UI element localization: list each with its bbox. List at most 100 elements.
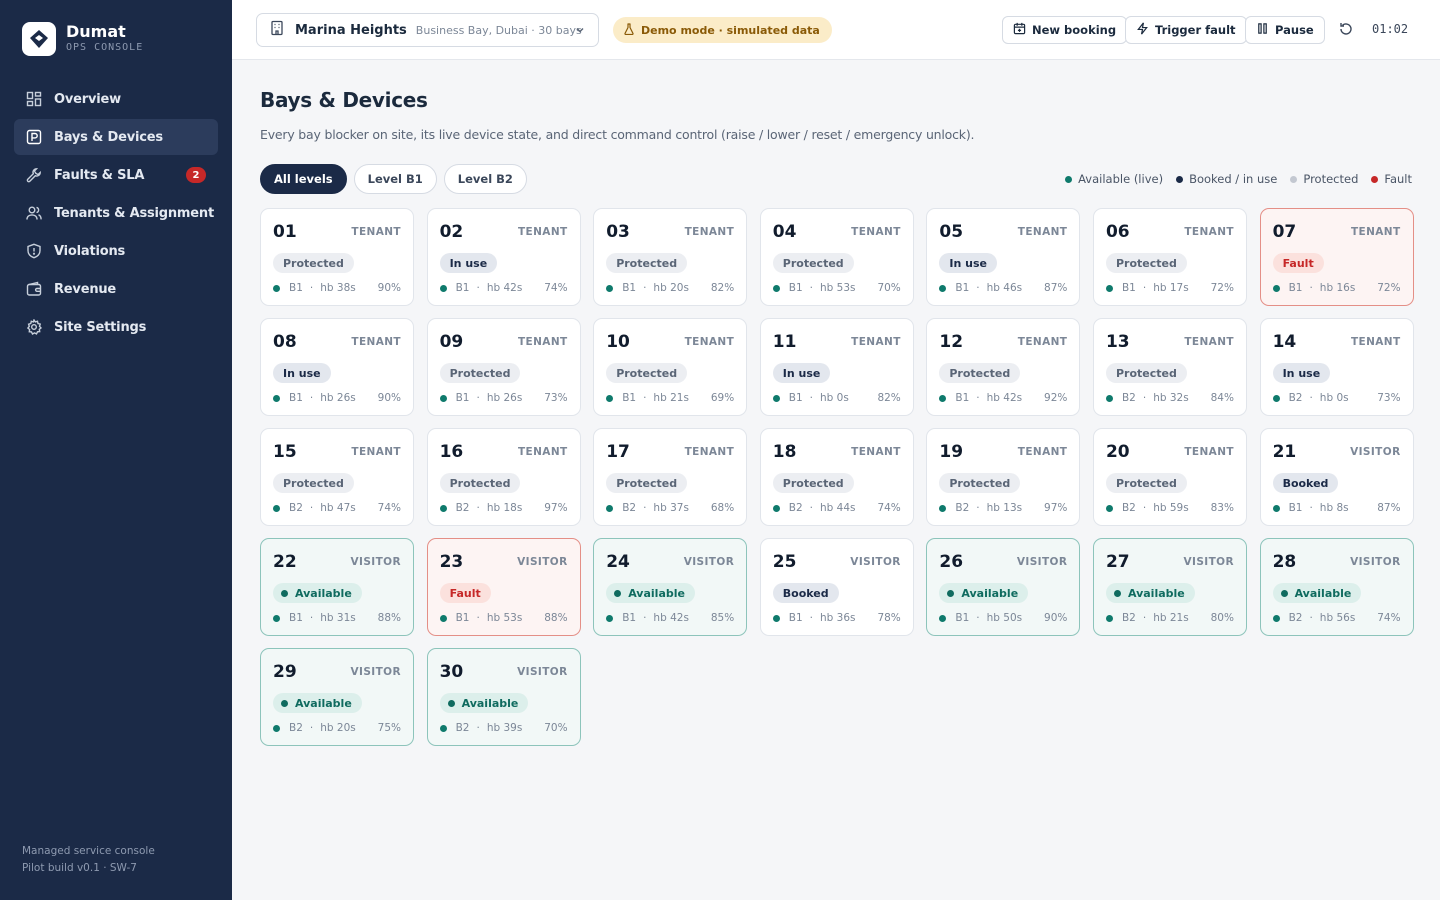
bay-card[interactable]: 08 TENANT In use B1 · hb 26s 90% [260,318,414,416]
device-online-dot [1105,614,1113,622]
heartbeat: hb 0s [820,392,849,404]
battery-level: 92% [1044,392,1068,404]
nav-item-site-settings[interactable]: Site Settings [14,309,218,345]
battery-level: 97% [1044,502,1068,514]
bay-status-badge: In use [273,363,331,383]
status-legend: Available (live) Booked / in use Protect… [1052,172,1412,186]
bay-card[interactable]: 02 TENANT In use B1 · hb 42s 74% [426,208,581,306]
bay-card[interactable]: 18 TENANT Protected B2 · hb 44s 74% [759,428,914,526]
bay-type: TENANT [351,446,401,458]
battery-level: 90% [1044,612,1068,624]
nav-item-faults-sla[interactable]: Faults & SLA 2 [14,157,218,193]
bay-level: B1 [622,392,637,404]
bay-card[interactable]: 23 VISITOR Fault B1 · hb 53s 88% [426,538,581,636]
bay-card[interactable]: 04 TENANT Protected B1 · hb 53s 70% [759,208,914,306]
bay-card[interactable]: 29 VISITOR Available B2 · hb 20s 75% [260,648,414,746]
nav-item-tenants-assignment[interactable]: Tenants & Assignment [14,195,218,231]
page-description: Every bay blocker on site, its live devi… [260,127,975,142]
nav-item-violations[interactable]: Violations [14,233,218,269]
heartbeat: hb 42s [653,612,689,624]
site-meta: Business Bay, Dubai · 30 bays [415,23,582,37]
heartbeat: hb 20s [320,722,356,734]
bay-level: B2 [1288,612,1303,624]
shield-icon [26,243,42,259]
device-online-dot [273,394,280,402]
bay-number: 13 [1105,332,1130,352]
bay-type: TENANT [684,336,735,348]
bay-device-info: B2 · hb 47s 74% [273,502,401,514]
bay-status-badge: Booked [1272,473,1339,493]
bay-type: VISITOR [1350,446,1401,458]
pause-button[interactable]: Pause [1245,16,1325,44]
bay-card[interactable]: 07 TENANT Fault B1 · hb 16s 72% [1259,208,1414,306]
bay-card[interactable]: 21 VISITOR Booked B1 · hb 8s 87% [1259,428,1414,526]
device-online-dot [439,504,447,512]
bay-status-badge: Booked [772,583,839,603]
bay-card[interactable]: 25 VISITOR Booked B1 · hb 36s 78% [759,538,914,636]
demo-mode-label: Demo mode · simulated data [641,23,820,37]
bay-status-badge: Protected [606,363,688,383]
nav-item-bays-devices[interactable]: Bays & Devices [14,119,218,155]
bay-level: B2 [289,502,303,514]
bay-number: 23 [439,552,464,572]
bay-card[interactable]: 19 TENANT Protected B2 · hb 13s 97% [926,428,1081,526]
nav-item-overview[interactable]: Overview [14,81,218,117]
bay-card[interactable]: 13 TENANT Protected B2 · hb 32s 84% [1092,318,1247,416]
bay-card[interactable]: 17 TENANT Protected B2 · hb 37s 68% [593,428,748,526]
bay-type: TENANT [851,336,901,348]
bay-card[interactable]: 15 TENANT Protected B2 · hb 47s 74% [260,428,414,526]
bay-status-badge: Fault [439,583,491,603]
heartbeat: hb 16s [1319,282,1356,294]
brand-subtitle: OPS CONSOLE [66,42,144,53]
battery-level: 73% [1377,392,1401,404]
bay-level: B1 [955,612,970,624]
bay-type: VISITOR [683,556,735,568]
site-name: Marina Heights [295,22,407,38]
nav-item-revenue[interactable]: Revenue [14,271,218,307]
bay-device-info: B1 · hb 0s 82% [772,392,901,404]
bay-type: TENANT [1017,226,1068,238]
site-selector[interactable]: Marina Heights Business Bay, Dubai · 30 … [256,13,599,47]
bay-card[interactable]: 06 TENANT Protected B1 · hb 17s 72% [1092,208,1247,306]
brand[interactable]: Dumat OPS CONSOLE [22,22,143,56]
bay-card[interactable]: 24 VISITOR Available B1 · hb 42s 85% [593,538,748,636]
bay-card[interactable]: 27 VISITOR Available B2 · hb 21s 80% [1092,538,1247,636]
logo-icon [22,22,56,56]
bay-card[interactable]: 03 TENANT Protected B1 · hb 20s 82% [593,208,748,306]
bay-status-badge: Protected [772,253,854,273]
bay-level: B1 [289,392,303,404]
bay-level: B2 [455,722,470,734]
bay-card[interactable]: 01 TENANT Protected B1 · hb 38s 90% [260,208,414,306]
reset-icon[interactable] [1338,21,1354,41]
filter-all-levels[interactable]: All levels [260,164,347,194]
heartbeat: hb 0s [1319,392,1349,404]
bay-level: B1 [1121,282,1136,294]
bay-status-badge: Available [273,693,362,713]
bay-level: B1 [788,612,803,624]
new-booking-button[interactable]: New booking [1002,16,1128,44]
bay-card[interactable]: 11 TENANT In use B1 · hb 0s 82% [759,318,914,416]
bay-device-info: B1 · hb 50s 90% [939,612,1067,624]
flask-icon [623,22,635,38]
bay-card[interactable]: 26 VISITOR Available B1 · hb 50s 90% [926,538,1081,636]
bay-card[interactable]: 12 TENANT Protected B1 · hb 42s 92% [926,318,1081,416]
bay-card[interactable]: 28 VISITOR Available B2 · hb 56s 74% [1259,538,1414,636]
bay-status-badge: Protected [606,473,688,493]
bay-card[interactable]: 22 VISITOR Available B1 · hb 31s 88% [260,538,414,636]
bay-device-info: B1 · hb 38s 90% [273,282,401,294]
heartbeat: hb 32s [1153,392,1189,404]
bay-card[interactable]: 30 VISITOR Available B2 · hb 39s 70% [426,648,581,746]
bay-card[interactable]: 10 TENANT Protected B1 · hb 21s 69% [593,318,748,416]
heartbeat: hb 26s [320,392,356,404]
heartbeat: hb 50s [986,612,1023,624]
bay-card[interactable]: 20 TENANT Protected B2 · hb 59s 83% [1092,428,1247,526]
filter-level-b2[interactable]: Level B2 [443,164,527,194]
filter-level-b1[interactable]: Level B1 [353,164,437,194]
bay-card[interactable]: 09 TENANT Protected B1 · hb 26s 73% [426,318,581,416]
bay-card[interactable]: 14 TENANT In use B2 · hb 0s 73% [1259,318,1414,416]
device-online-dot [772,284,780,292]
bay-card[interactable]: 05 TENANT In use B1 · hb 46s 87% [926,208,1081,306]
device-online-dot [606,504,614,512]
bay-card[interactable]: 16 TENANT Protected B2 · hb 18s 97% [426,428,581,526]
trigger-fault-button[interactable]: Trigger fault [1125,16,1247,44]
